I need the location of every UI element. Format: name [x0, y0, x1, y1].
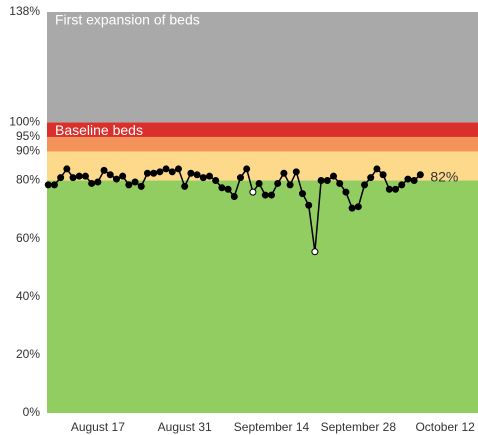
y-tick-label: 138% [9, 4, 40, 18]
point [150, 169, 158, 177]
point [174, 165, 182, 173]
point [199, 174, 207, 182]
y-tick-label: 100% [9, 115, 40, 129]
band [47, 180, 478, 413]
x-tick-label: September 28 [321, 420, 397, 434]
point [143, 169, 151, 177]
point [323, 177, 331, 185]
point [44, 181, 52, 189]
end-label: 82% [430, 168, 458, 184]
y-tick-label: 40% [16, 289, 40, 303]
point [348, 204, 356, 212]
point [330, 172, 338, 180]
band [47, 136, 478, 152]
point [57, 174, 65, 182]
point [410, 177, 418, 185]
point [230, 193, 238, 201]
point [342, 188, 350, 196]
point [267, 191, 275, 199]
point [156, 168, 164, 176]
point [361, 181, 369, 189]
point [119, 172, 127, 180]
point [379, 171, 387, 179]
point [286, 181, 294, 189]
point [416, 171, 424, 179]
point [112, 175, 120, 183]
x-tick-label: September 14 [234, 420, 310, 434]
point [398, 181, 406, 189]
point [404, 175, 412, 183]
point [94, 178, 102, 186]
y-tick-label: 0% [23, 405, 41, 419]
x-tick-label: October 12 [415, 420, 475, 434]
point [236, 174, 244, 182]
point [205, 172, 213, 180]
x-tick-label: August 31 [158, 420, 212, 434]
y-tick-label: 80% [16, 173, 40, 187]
point [100, 166, 108, 174]
point [212, 177, 220, 185]
point [181, 182, 189, 190]
point [224, 185, 232, 193]
point [75, 172, 83, 180]
point [162, 165, 170, 173]
point [255, 179, 263, 187]
point [392, 185, 400, 193]
point [317, 177, 325, 185]
point [193, 171, 201, 179]
point [88, 179, 96, 187]
band [47, 12, 478, 123]
x-tick-label: August 17 [71, 420, 125, 434]
point [50, 181, 58, 189]
band [47, 151, 478, 181]
point [261, 191, 269, 199]
point [69, 174, 77, 182]
point [373, 165, 381, 173]
point [131, 178, 139, 186]
point [336, 179, 344, 187]
y-tick-label: 95% [16, 129, 40, 143]
point [218, 184, 226, 192]
point [367, 174, 375, 182]
point [311, 248, 319, 256]
point [243, 165, 251, 173]
point [125, 181, 133, 189]
point [305, 201, 313, 209]
point [249, 188, 257, 196]
point [137, 182, 145, 190]
band-label: Baseline beds [55, 122, 143, 138]
point [354, 203, 362, 211]
y-tick-label: 60% [16, 231, 40, 245]
point [280, 169, 288, 177]
point [187, 169, 195, 177]
y-tick-label: 90% [16, 144, 40, 158]
band [47, 122, 478, 137]
point [81, 172, 89, 180]
point [106, 171, 114, 179]
point [168, 168, 176, 176]
point [385, 185, 393, 193]
point [298, 190, 306, 198]
point [292, 168, 300, 176]
band-label: First expansion of beds [55, 12, 200, 28]
point [63, 165, 71, 173]
y-tick-label: 20% [16, 347, 40, 361]
point [274, 179, 282, 187]
